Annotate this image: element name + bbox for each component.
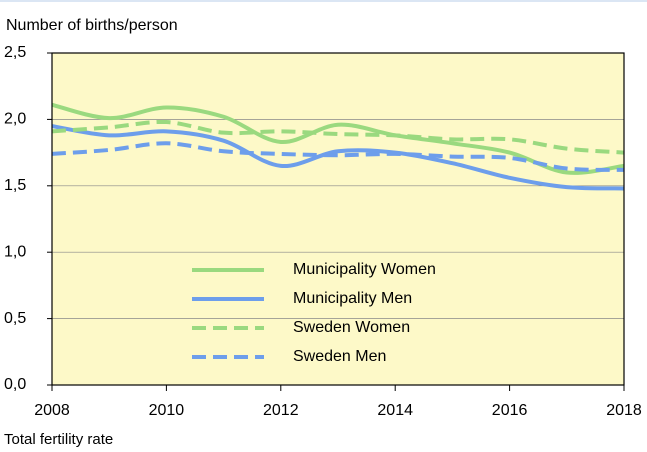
- legend-label: Sweden Men: [293, 348, 386, 365]
- y-tick-label: 1,5: [4, 177, 26, 194]
- chart-title: Number of births/person: [6, 17, 178, 34]
- x-tick-label: 2014: [377, 402, 413, 419]
- plot-area: [52, 53, 624, 385]
- series-line: [51, 141, 625, 172]
- y-tick-label: 1,0: [4, 243, 26, 260]
- legend-label: Municipality Women: [293, 261, 436, 278]
- x-tick-label: 2012: [263, 402, 299, 419]
- y-tick-label: 2,5: [4, 44, 26, 61]
- legend-label: Municipality Men: [293, 290, 412, 307]
- plot-frame: [51, 52, 625, 386]
- x-tick-label: 2016: [492, 402, 528, 419]
- series-line: [51, 124, 625, 191]
- y-tick-label: 0,0: [4, 376, 26, 393]
- x-tick-label: 2010: [149, 402, 185, 419]
- x-tick-label: 2018: [606, 402, 642, 419]
- series-line: [51, 102, 625, 175]
- legend-label: Sweden Women: [293, 319, 410, 336]
- caption: Total fertility rate: [4, 431, 113, 448]
- y-tick-label: 0,5: [4, 310, 26, 327]
- x-tick-label: 2008: [34, 402, 70, 419]
- y-tick-label: 2,0: [4, 111, 26, 128]
